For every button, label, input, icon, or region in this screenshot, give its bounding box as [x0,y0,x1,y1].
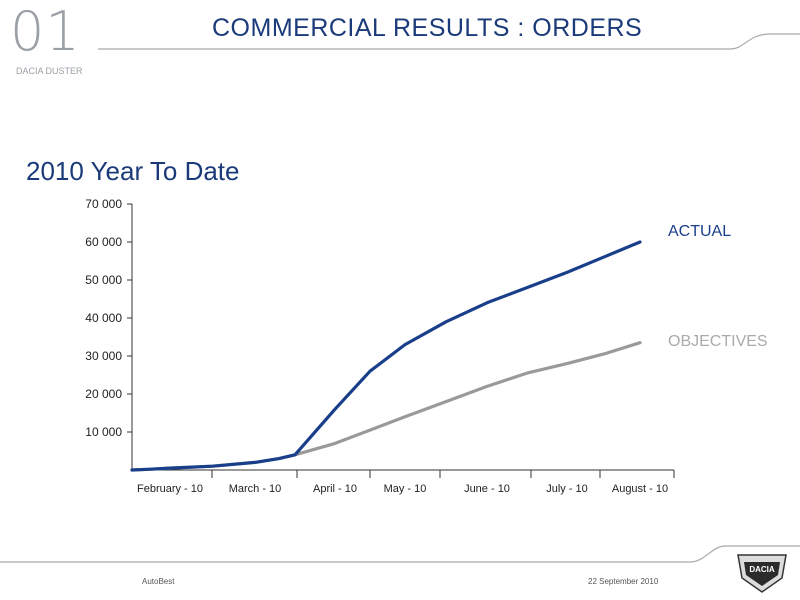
y-tick-label: 70 000 [85,197,122,211]
x-tick-label: June - 10 [464,483,510,495]
dacia-logo-text: DACIA [749,565,775,574]
series-line-objectives [130,341,642,472]
y-tick-label: 50 000 [85,273,122,287]
x-tick-label: March - 10 [229,483,282,495]
section-number: 01 [10,0,81,63]
y-tick-label: 10 000 [85,425,122,439]
y-tick-label: 30 000 [85,349,122,363]
y-tick-label: 40 000 [85,311,122,325]
series-line-actual [130,240,642,472]
footer-left-text: AutoBest [142,577,175,586]
chart-heading: 2010 Year To Date [26,156,240,186]
page-title: COMMERCIAL RESULTS : ORDERS [212,14,643,42]
x-tick-label: May - 10 [384,483,427,495]
dacia-logo: DACIA [737,554,787,593]
footer-date: 22 September 2010 [588,577,659,586]
x-tick-label: July - 10 [546,483,588,495]
y-tick-label: 60 000 [85,235,122,249]
header-rule [98,33,800,50]
y-tick-label: 20 000 [85,387,122,401]
deck-subtitle: DACIA DUSTER [16,66,83,76]
footer-rule [0,545,800,563]
x-tick-label: February - 10 [137,483,203,495]
series-label-objectives: OBJECTIVES [668,333,768,350]
x-tick-label: April - 10 [313,483,357,495]
x-tick-label: August - 10 [612,483,668,495]
series-label-actual: ACTUAL [668,223,731,240]
